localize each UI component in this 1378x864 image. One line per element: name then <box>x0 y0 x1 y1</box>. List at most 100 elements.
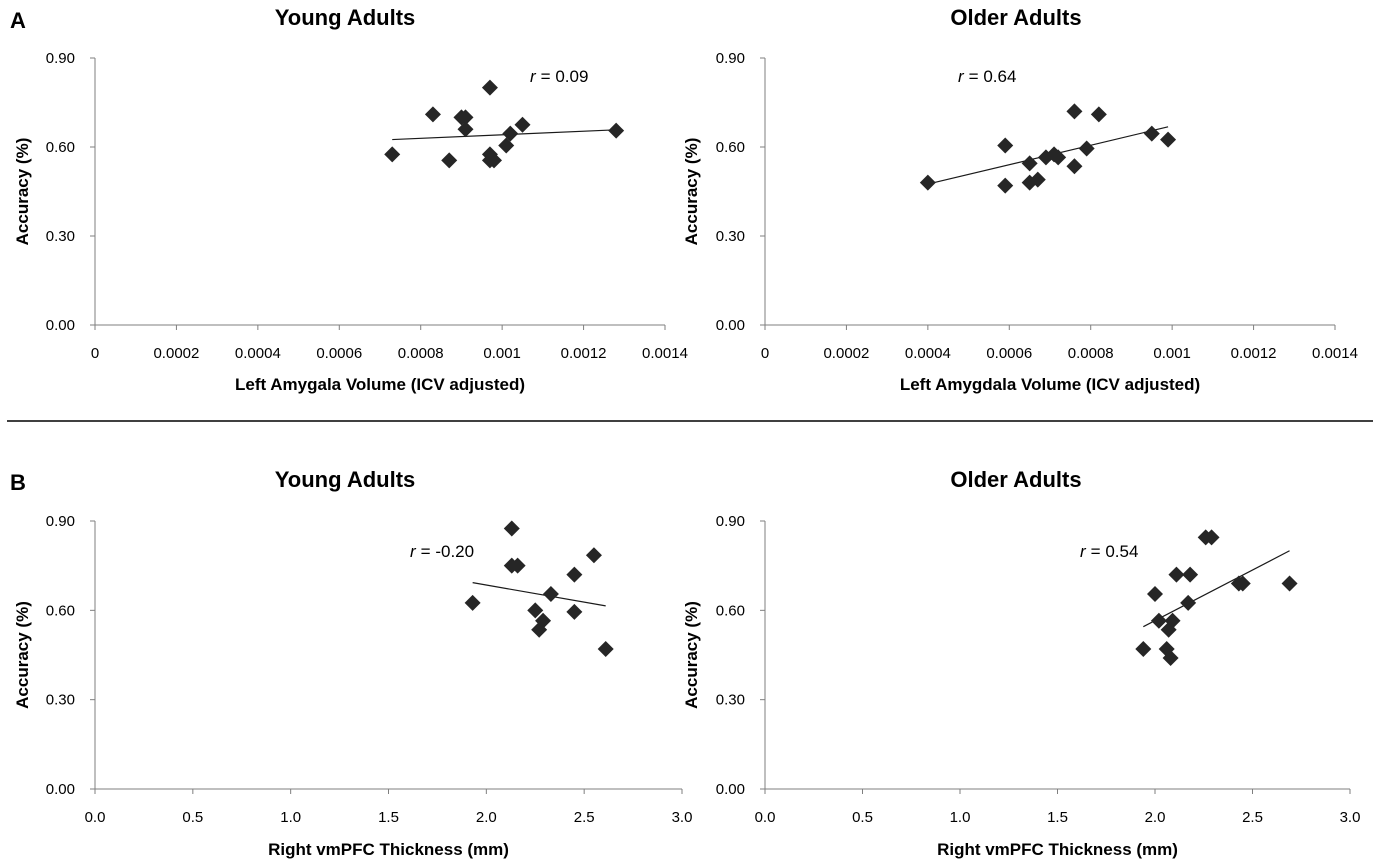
y-tick-label: 0.00 <box>46 317 75 334</box>
y-tick-label: 0.90 <box>716 513 745 530</box>
data-point <box>1143 125 1160 142</box>
y-tick-label: 0.90 <box>716 50 745 67</box>
x-tick-label: 2.0 <box>1145 809 1166 826</box>
correlation-label: r = 0.64 <box>958 67 1016 86</box>
chart-young-adults-amygdala: Young Adults 0 0.0002 0.0004 0.0006 0.0008 0.0… <box>13 5 688 394</box>
data-point <box>1182 566 1199 583</box>
data-point <box>1147 585 1163 602</box>
x-tick-label: 0.0008 <box>1068 345 1114 362</box>
x-tick-label: 0.0006 <box>986 345 1032 362</box>
y-tick-label: 0.60 <box>46 602 75 619</box>
data-point <box>384 146 401 163</box>
x-tick-label: 0.0006 <box>316 345 362 362</box>
x-axis-label: Left Amygala Volume (ICV adjusted) <box>235 375 525 394</box>
data-point <box>527 602 544 619</box>
x-tick-label: 0.001 <box>483 345 521 362</box>
correlation-r-value: = 0.64 <box>969 67 1017 86</box>
y-tick-label: 0.30 <box>46 692 75 709</box>
chart-title: Young Adults <box>275 5 416 30</box>
data-point <box>457 109 474 126</box>
data-point <box>597 641 614 658</box>
data-point <box>1029 171 1046 188</box>
x-tick-label: 0.0014 <box>642 345 688 362</box>
data-point <box>441 152 458 169</box>
panel-letter-b: B <box>10 470 26 495</box>
data-point <box>566 566 583 583</box>
correlation-label: r = 0.09 <box>530 67 588 86</box>
y-tick-label: 0.30 <box>716 228 745 245</box>
y-tick-label: 0.00 <box>716 781 745 798</box>
data-point <box>1135 641 1152 658</box>
x-tick-label: 1.5 <box>1047 809 1068 826</box>
x-axis-label: Left Amygdala Volume (ICV adjusted) <box>900 375 1200 394</box>
x-tick-label: 0.0002 <box>823 345 869 362</box>
data-point <box>1021 155 1038 172</box>
y-tick-label: 0.00 <box>46 781 75 798</box>
y-tick-label: 0.90 <box>46 513 75 530</box>
x-tick-label: 0.0004 <box>235 345 281 362</box>
x-tick-label: 3.0 <box>672 809 693 826</box>
data-point <box>1164 612 1181 629</box>
data-point <box>481 79 498 96</box>
data-point <box>509 557 526 574</box>
x-tick-label: 0.001 <box>1153 345 1191 362</box>
data-point <box>486 152 502 169</box>
data-point <box>997 137 1014 154</box>
data-point <box>1066 158 1083 175</box>
chart-title: Older Adults <box>950 5 1081 30</box>
x-tick-label: 0.0002 <box>153 345 199 362</box>
y-axis-label: Accuracy (%) <box>682 601 701 709</box>
x-tick-label: 0.0014 <box>1312 345 1358 362</box>
data-point <box>1150 612 1167 629</box>
x-tick-label: 0.0012 <box>561 345 607 362</box>
x-tick-label: 2.0 <box>476 809 497 826</box>
x-tick-label: 3.0 <box>1340 809 1361 826</box>
panel-letter-a: A <box>10 8 26 33</box>
x-tick-label: 0.0004 <box>905 345 951 362</box>
data-point <box>502 125 519 142</box>
x-tick-label: 2.5 <box>574 809 595 826</box>
data-point <box>1090 106 1107 123</box>
x-tick-label: 0.0 <box>85 809 106 826</box>
x-tick-label: 0.0012 <box>1231 345 1277 362</box>
y-axis-label: Accuracy (%) <box>682 138 701 246</box>
x-axis-label: Right vmPFC Thickness (mm) <box>937 840 1178 859</box>
correlation-r-symbol: r <box>958 67 965 86</box>
data-point <box>464 594 481 611</box>
correlation-r-symbol: r <box>410 542 417 561</box>
chart-older-adults-amygdala: Older Adults 0 0.0002 0.0004 0.0006 0.0008 0.0… <box>682 5 1358 394</box>
trend-line <box>1143 550 1290 628</box>
data-point <box>542 585 559 602</box>
data-point <box>1180 594 1197 611</box>
data-point <box>1162 649 1179 666</box>
data-point <box>514 116 531 133</box>
y-tick-label: 0.60 <box>716 602 745 619</box>
x-tick-label: 0.0008 <box>398 345 444 362</box>
chart-older-adults-vmpfc: Older Adults 0.0 0.5 1.0 1.5 2.0 2.5 3.0 0.00 0.3… <box>682 467 1360 859</box>
correlation-r-value: = 0.54 <box>1091 542 1139 561</box>
correlation-label: r = -0.20 <box>410 542 474 561</box>
data-point <box>1050 149 1067 166</box>
y-tick-label: 0.00 <box>716 317 745 334</box>
correlation-r-symbol: r <box>530 67 537 86</box>
x-tick-label: 0.0 <box>755 809 776 826</box>
data-point <box>1066 103 1083 120</box>
x-tick-label: 1.5 <box>378 809 399 826</box>
data-point <box>585 547 602 564</box>
y-tick-label: 0.60 <box>716 139 745 156</box>
data-point <box>1168 566 1185 583</box>
data-point <box>1281 575 1298 592</box>
y-tick-label: 0.30 <box>46 228 75 245</box>
chart-young-adults-vmpfc: Young Adults 0.0 0.5 1.0 1.5 2.0 2.5 3.0 0.00 0.3… <box>13 467 692 859</box>
y-axis-label: Accuracy (%) <box>13 601 32 709</box>
data-point <box>1160 131 1177 148</box>
data-point <box>1234 575 1251 592</box>
x-tick-label: 1.0 <box>280 809 301 826</box>
data-point <box>919 174 936 191</box>
x-tick-label: 0.5 <box>182 809 203 826</box>
data-point <box>608 122 625 139</box>
data-point <box>566 603 583 620</box>
data-point <box>535 612 552 629</box>
data-point <box>1203 529 1220 546</box>
